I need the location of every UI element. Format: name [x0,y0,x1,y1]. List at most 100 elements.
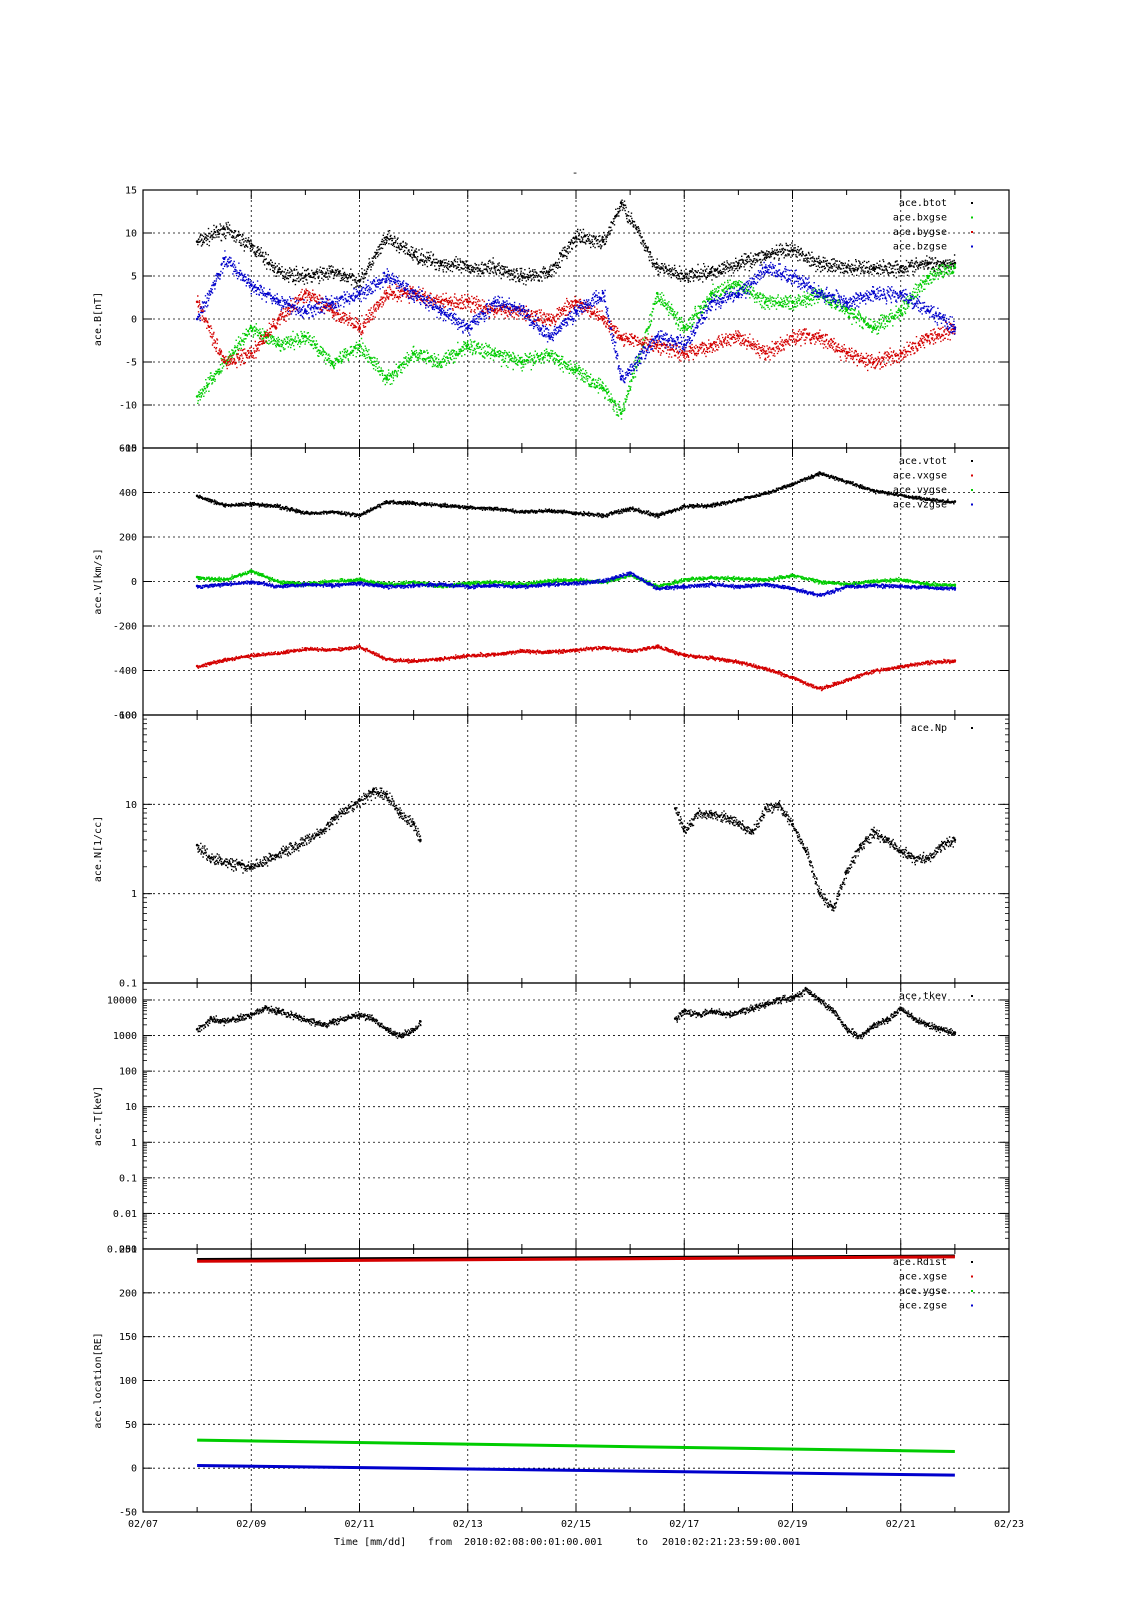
y-axis-label: ace.N[1/cc] [93,816,104,882]
panel-temperature: 10000 1000 100 10 1 0.1 0.01 0.001 ace.T[keV] ace… [93,982,1010,1256]
y-tick-label: 250 [119,1245,137,1256]
x-tick-label: 02/11 [344,1519,374,1530]
legend-swatch [971,202,973,204]
legend-label: ace.bzgse [893,242,947,253]
legend-swatch [971,460,973,462]
y-tick-label: 150 [119,1332,137,1343]
x-tick-label: 02/21 [886,1519,916,1530]
panel-density: 100 10 1 0.1 ace.N[1/cc] ace.Np [93,711,1010,990]
scatter-cloud [197,787,956,912]
legend-label: ace.vxgse [893,471,947,482]
data-point [195,843,199,847]
legend-label: ace.zgse [899,1301,947,1312]
range-start: 2010:02:08:00:01:00.001 [464,1537,602,1548]
y-tick-label: 200 [119,533,137,544]
x-tick-label: 02/15 [561,1519,591,1530]
range-from-label: from [428,1537,452,1548]
range-to-label: to [636,1537,648,1548]
y-tick-label: 0 [131,1464,137,1475]
data-point [195,317,199,321]
legend-label: ace.Rdist [893,1257,947,1268]
legend-label: ace.bygse [893,227,947,238]
data-point [737,291,740,295]
data-point [195,395,199,398]
y-tick-label: -15 [119,444,137,455]
series-ace.vygse [195,569,957,589]
legend-label: ace.btot [899,198,947,209]
panel-magnetic-field: 15 10 5 0 -5 -10 -15 ace.B[nT] ace.btot ace.bxgse… [93,186,1010,455]
legend-label: ace.vygse [893,485,947,496]
legend-label: ace.vzgse [893,500,947,511]
series-ace.btot [195,199,957,289]
figure-title: - [572,166,579,179]
data-point [385,274,388,278]
y-axis-label: ace.location[RE] [93,1332,104,1428]
legend-swatch [971,727,973,729]
x-tick-label: 02/23 [994,1519,1024,1530]
legend-swatch [971,1304,973,1307]
data-point [195,300,199,304]
y-tick-label: -50 [119,1508,137,1519]
data-point [673,807,677,810]
y-tick-label: 0 [131,577,137,588]
scatter-cloud [197,262,956,420]
data-point [574,369,578,372]
y-tick-label: 200 [119,1288,137,1299]
y-axis-label: ace.V[km/s] [93,548,104,614]
series-ace.xgse [197,1255,955,1263]
scatter-cloud [197,571,956,598]
y-tick-label: 600 [119,444,137,455]
legend-swatch [971,245,973,248]
y-tick-label: -600 [113,711,137,722]
data-point [493,300,497,304]
y-tick-label: 1 [131,889,137,900]
y-tick-label: 10 [125,1102,137,1113]
legend-label: ace.Np [911,723,947,734]
scatter-cloud [197,283,956,372]
series-line [197,1464,955,1477]
y-tick-label: 0.001 [107,1245,137,1256]
series-ace.bzgse [195,250,957,384]
panel-location: 250 200 150 100 50 0 -50 ace.location[RE] ace.Rd… [93,1245,1024,1531]
legend-swatch [971,216,973,219]
scatter-cloud [197,644,956,692]
series-ace.vzgse [195,571,957,598]
y-tick-label: -10 [119,401,137,412]
x-axis-label: Time [mm/dd] [334,1537,406,1548]
series-line [197,1438,955,1454]
y-tick-label: -400 [113,666,137,677]
legend-swatch [971,503,973,506]
y-tick-label: 50 [125,1420,137,1431]
y-axis-label: ace.B[nT] [93,292,104,346]
legend-swatch [971,489,973,491]
scatter-cloud [197,986,956,1040]
legend-swatch [971,474,973,477]
y-tick-label: 1000 [113,1031,137,1042]
data-point [493,352,497,355]
y-tick-label: 100 [119,711,137,722]
series-ace.vtot [195,471,957,519]
y-tick-label: 10 [125,800,137,811]
y-tick-label: 1 [131,1138,137,1149]
y-tick-label: -200 [113,622,137,633]
y-tick-label: 15 [125,186,137,197]
scatter-cloud [197,199,956,289]
series-line [197,1255,955,1263]
y-tick-label: 10 [125,229,137,240]
data-point [439,309,442,312]
legend-label: ace.tkev [899,991,947,1002]
y-tick-label: 0.01 [113,1209,137,1220]
x-tick-label: 02/13 [453,1519,483,1530]
y-tick-label: 100 [119,1067,137,1078]
legend-swatch [971,1290,973,1292]
scatter-cloud [197,569,956,589]
legend-swatch [971,1275,973,1278]
series-ace.tkev [195,986,957,1040]
data-point [412,291,415,295]
legend-swatch [971,995,973,997]
data-point [195,664,199,668]
y-tick-label: 100 [119,1376,137,1387]
x-tick-label: 02/09 [236,1519,266,1530]
panel-velocity: 600 400 200 0 -200 -400 -600 ace.V[km/s] ace.vto… [93,444,1010,722]
